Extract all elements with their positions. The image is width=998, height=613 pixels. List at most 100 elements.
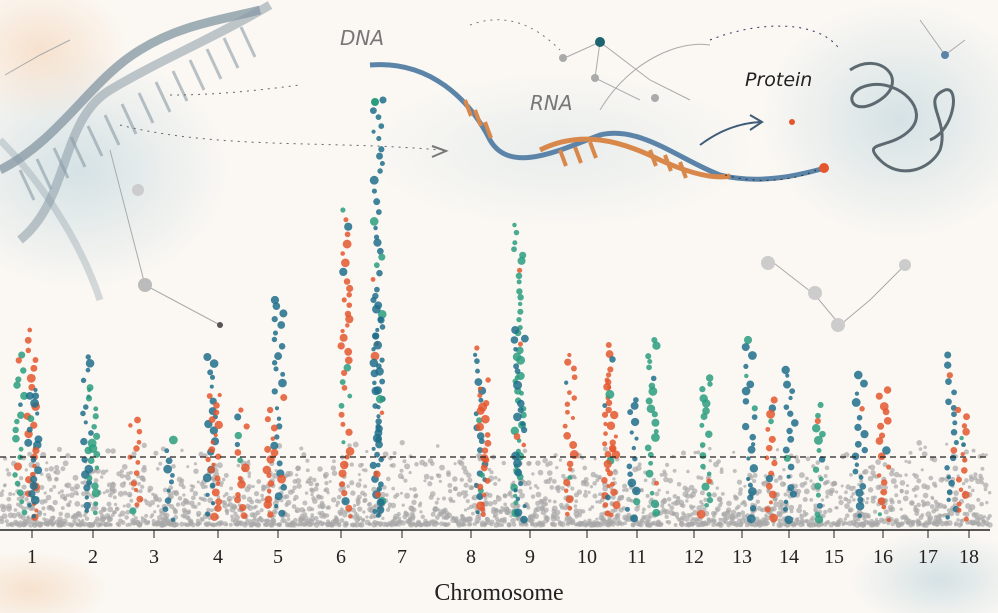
data-point xyxy=(234,496,242,504)
data-point xyxy=(796,507,803,514)
data-point xyxy=(352,504,357,508)
data-point xyxy=(886,517,891,523)
data-point xyxy=(804,511,809,516)
x-tick-label: 12 xyxy=(684,546,704,568)
data-point xyxy=(530,518,535,522)
data-point xyxy=(702,399,711,408)
data-point xyxy=(802,509,806,514)
data-point xyxy=(737,512,741,516)
data-point xyxy=(699,500,704,504)
data-point xyxy=(960,467,968,474)
data-point xyxy=(266,406,274,414)
data-point xyxy=(497,508,504,515)
data-point xyxy=(477,386,483,391)
data-point xyxy=(474,358,480,364)
data-point xyxy=(862,468,869,475)
data-point xyxy=(207,369,214,376)
data-point xyxy=(100,475,104,479)
data-point xyxy=(313,486,319,492)
data-point xyxy=(962,457,968,463)
data-point xyxy=(186,465,190,469)
data-point xyxy=(138,489,143,494)
data-point xyxy=(843,517,848,521)
data-point xyxy=(741,386,751,396)
data-point xyxy=(810,515,816,521)
data-point xyxy=(481,492,487,498)
data-point xyxy=(603,382,612,391)
data-point xyxy=(124,515,129,520)
data-point xyxy=(319,500,325,506)
data-point xyxy=(715,486,719,490)
data-point xyxy=(236,463,241,468)
data-point xyxy=(946,372,953,379)
data-point xyxy=(377,247,384,255)
data-point xyxy=(765,474,774,483)
data-point xyxy=(452,476,458,482)
data-point xyxy=(584,523,588,527)
data-point xyxy=(603,459,612,469)
data-point xyxy=(877,497,886,506)
data-point xyxy=(765,444,773,452)
data-point xyxy=(967,485,972,489)
data-point xyxy=(749,505,757,512)
data-point xyxy=(302,509,306,513)
data-point xyxy=(301,452,307,458)
data-point xyxy=(41,506,46,511)
data-point xyxy=(88,444,98,453)
data-point xyxy=(92,413,99,420)
data-point xyxy=(944,361,952,369)
data-point xyxy=(855,488,864,497)
data-point xyxy=(188,518,194,524)
data-point xyxy=(280,371,286,377)
data-point xyxy=(30,421,38,429)
data-point xyxy=(94,465,100,470)
data-point xyxy=(845,513,850,518)
data-point xyxy=(764,520,770,526)
data-point xyxy=(213,433,218,438)
data-point xyxy=(633,498,641,506)
data-point xyxy=(799,513,803,517)
data-point xyxy=(820,498,825,502)
data-point xyxy=(805,476,809,481)
data-point xyxy=(468,522,473,527)
data-point xyxy=(5,468,10,472)
data-point xyxy=(573,504,578,508)
data-point xyxy=(64,512,71,519)
data-point xyxy=(26,373,36,383)
data-point xyxy=(390,462,396,468)
data-point xyxy=(14,480,21,487)
data-point xyxy=(605,342,612,348)
data-point xyxy=(276,460,283,467)
data-point xyxy=(717,521,723,526)
data-point xyxy=(107,516,113,522)
data-point xyxy=(893,471,900,478)
data-point xyxy=(246,483,253,490)
data-point xyxy=(956,507,962,513)
data-point xyxy=(904,515,909,521)
data-point xyxy=(626,463,633,470)
data-point xyxy=(503,502,508,507)
data-point xyxy=(584,489,588,494)
data-point xyxy=(783,380,792,389)
data-point xyxy=(40,451,47,458)
x-tick-label: 10 xyxy=(577,546,597,568)
data-point xyxy=(875,392,883,400)
data-point xyxy=(349,480,355,486)
data-point xyxy=(262,465,272,475)
data-point xyxy=(854,462,860,467)
data-point xyxy=(666,520,672,525)
data-point xyxy=(369,217,379,226)
data-point xyxy=(28,520,33,524)
data-point xyxy=(318,520,323,524)
data-point xyxy=(361,518,366,522)
data-point xyxy=(344,222,353,231)
data-point xyxy=(817,401,824,409)
data-point xyxy=(743,363,749,370)
data-point xyxy=(65,452,71,459)
data-point xyxy=(556,488,561,494)
data-point xyxy=(859,483,867,490)
data-point xyxy=(83,484,91,492)
data-point xyxy=(746,476,751,482)
data-point xyxy=(476,406,485,415)
data-point xyxy=(190,522,196,528)
